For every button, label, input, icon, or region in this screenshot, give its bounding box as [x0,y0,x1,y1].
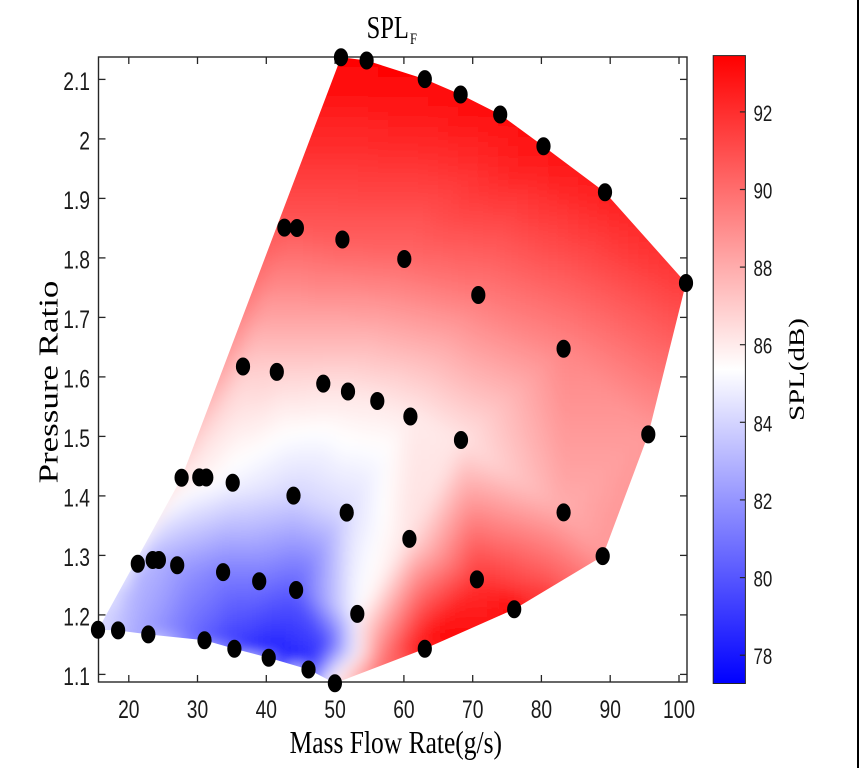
svg-text:82: 82 [754,490,773,515]
svg-text:Mass Flow Rate(g/s): Mass Flow Rate(g/s) [290,725,502,760]
svg-text:60: 60 [393,696,414,724]
svg-text:86: 86 [754,335,773,360]
svg-text:20: 20 [118,696,139,724]
svg-text:F: F [410,30,417,48]
svg-text:1.2: 1.2 [63,603,90,631]
svg-text:88: 88 [754,257,773,282]
svg-text:50: 50 [324,696,345,724]
svg-text:78: 78 [754,645,773,670]
svg-text:92: 92 [754,102,773,127]
svg-text:1.4: 1.4 [63,484,90,512]
svg-text:2.1: 2.1 [63,68,90,96]
svg-text:SPL: SPL [367,11,409,46]
svg-text:84: 84 [754,412,773,437]
svg-text:90: 90 [599,696,620,724]
svg-text:1.5: 1.5 [63,425,90,453]
svg-text:1.1: 1.1 [63,663,90,691]
svg-text:40: 40 [256,696,277,724]
svg-text:70: 70 [462,696,483,724]
svg-text:80: 80 [531,696,552,724]
svg-text:1.3: 1.3 [63,544,90,572]
svg-text:1.9: 1.9 [63,187,90,215]
svg-text:90: 90 [754,179,773,204]
svg-text:SPL(dB): SPL(dB) [784,318,809,421]
svg-text:1.8: 1.8 [63,246,90,274]
svg-text:1.7: 1.7 [63,306,90,334]
svg-text:30: 30 [187,696,208,724]
svg-text:2: 2 [79,127,90,155]
svg-text:Pressure Ratio: Pressure Ratio [33,281,63,484]
svg-text:100: 100 [663,696,695,724]
svg-text:80: 80 [754,568,773,593]
svg-text:1.6: 1.6 [63,365,90,393]
